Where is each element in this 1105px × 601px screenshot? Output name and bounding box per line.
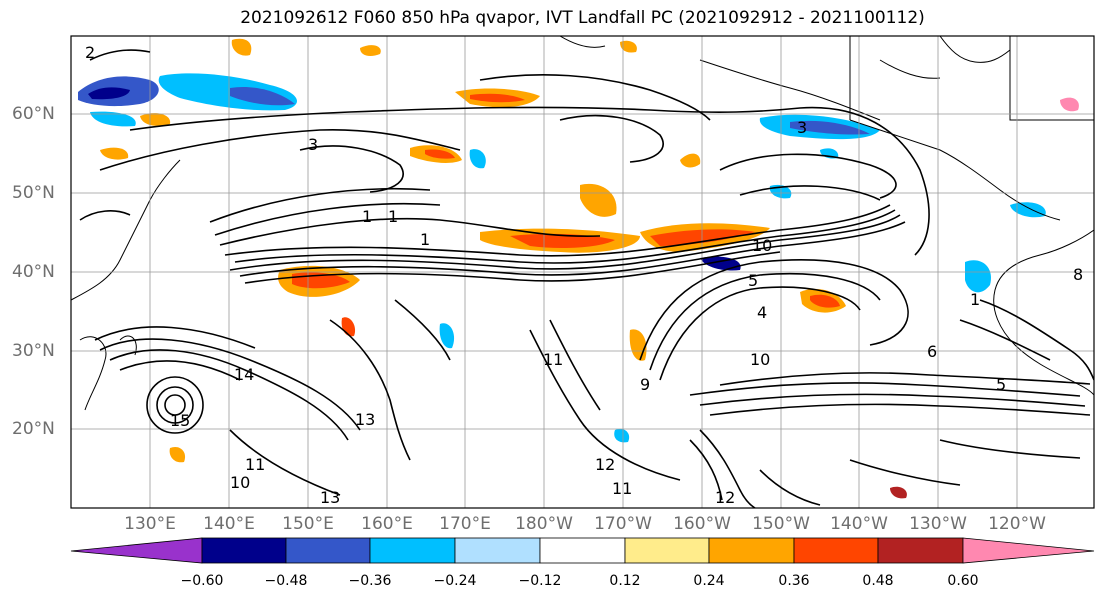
qvapor-shading <box>78 38 1079 499</box>
colorbar-tick: −0.48 <box>264 573 308 589</box>
lat-label: 60°N <box>12 104 55 124</box>
lon-label: 130°W <box>909 514 967 534</box>
svg-text:12: 12 <box>715 488 735 507</box>
colorbar-tick: 0.60 <box>947 573 979 589</box>
svg-text:11: 11 <box>543 350 563 369</box>
svg-text:14: 14 <box>234 365 254 384</box>
svg-text:10: 10 <box>230 473 250 492</box>
colorbar-tick: −0.24 <box>433 573 477 589</box>
svg-text:11: 11 <box>245 455 265 474</box>
svg-text:11: 11 <box>612 479 632 498</box>
colorbar-bin <box>877 537 964 564</box>
svg-text:13: 13 <box>320 488 340 507</box>
lon-label: 170°E <box>439 514 491 534</box>
colorbar-bin <box>539 537 626 564</box>
ivt-contours <box>79 49 1094 508</box>
svg-text:1: 1 <box>970 290 980 309</box>
colorbar <box>70 537 1095 564</box>
svg-text:15: 15 <box>170 411 190 430</box>
svg-text:4: 4 <box>757 303 767 322</box>
svg-text:3: 3 <box>797 118 807 137</box>
map-frame <box>70 35 1095 509</box>
lat-label: 50°N <box>12 183 55 203</box>
contour-labels: 2 3 1 1 1 3 10 5 4 11 9 12 11 12 13 13 1… <box>85 43 1083 507</box>
colorbar-bin <box>793 537 879 564</box>
svg-text:9: 9 <box>640 375 650 394</box>
svg-text:2: 2 <box>85 43 95 62</box>
lon-label: 180°W <box>515 514 573 534</box>
svg-text:10: 10 <box>752 236 772 255</box>
lon-label: 140°W <box>830 514 888 534</box>
svg-text:1: 1 <box>388 207 398 226</box>
lon-label: 160°E <box>361 514 413 534</box>
lon-label: 160°W <box>673 514 731 534</box>
lon-label: 120°W <box>988 514 1046 534</box>
lon-label: 170°W <box>594 514 652 534</box>
lon-label: 140°E <box>203 514 255 534</box>
colorbar-bin <box>285 537 371 564</box>
colorbar-extend-min <box>70 537 203 564</box>
colorbar-tick: −0.12 <box>518 573 562 589</box>
svg-text:12: 12 <box>595 455 615 474</box>
map-title: 2021092612 F060 850 hPa qvapor, IVT Land… <box>240 8 925 28</box>
lon-label: 150°W <box>752 514 810 534</box>
svg-text:8: 8 <box>1073 265 1083 284</box>
colorbar-bin <box>454 537 541 564</box>
colorbar-tick: −0.60 <box>180 573 224 589</box>
colorbar-bin <box>369 537 456 564</box>
colorbar-tick: 0.12 <box>609 573 641 589</box>
svg-text:6: 6 <box>927 342 937 361</box>
colorbar-tick: −0.36 <box>348 573 392 589</box>
lat-label: 30°N <box>12 341 55 361</box>
svg-text:10: 10 <box>750 350 770 369</box>
colorbar-tick: 0.36 <box>778 573 810 589</box>
colorbar-extend-max <box>962 537 1095 564</box>
svg-text:1: 1 <box>362 207 372 226</box>
colorbar-tick: 0.48 <box>862 573 894 589</box>
lon-label: 150°E <box>282 514 334 534</box>
svg-text:5: 5 <box>996 375 1006 394</box>
svg-text:13: 13 <box>355 410 375 429</box>
colorbar-bin <box>708 537 795 564</box>
svg-text:3: 3 <box>308 135 318 154</box>
colorbar-bin <box>624 537 710 564</box>
lat-label: 20°N <box>12 419 55 439</box>
colorbar-tick: 0.24 <box>693 573 725 589</box>
svg-text:5: 5 <box>748 271 758 290</box>
lon-label: 130°E <box>124 514 176 534</box>
lat-label: 40°N <box>12 262 55 282</box>
svg-text:1: 1 <box>420 230 430 249</box>
colorbar-bin <box>201 537 287 564</box>
